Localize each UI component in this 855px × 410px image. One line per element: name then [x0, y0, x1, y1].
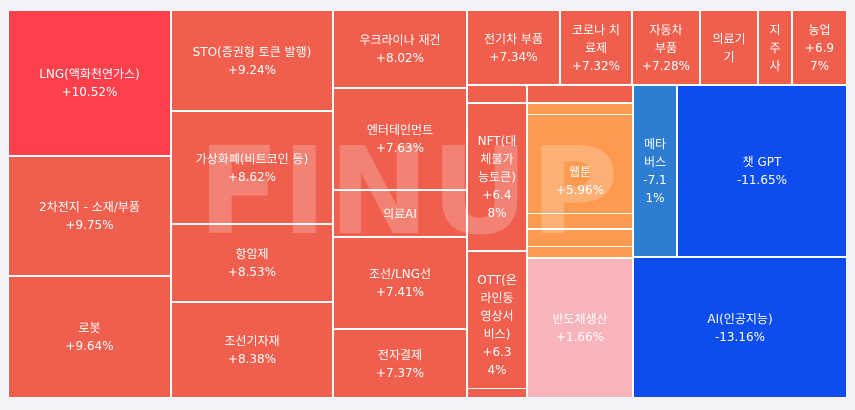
tile-2차전지-소재-부품[interactable]: 2차전지 - 소재/부품 +9.75% — [8, 156, 171, 276]
tile-change: -7.1 1% — [643, 173, 667, 205]
tile-unlabeled[interactable] — [467, 85, 527, 103]
tile-메타버스[interactable]: 메타 버스 -7.1 1% — [633, 85, 677, 257]
tile-로봇[interactable]: 로봇 +9.64% — [8, 276, 171, 398]
tile-가상화폐-비트코인-등[interactable]: 가상화폐(비트코인 등) +8.62% — [171, 111, 333, 224]
tile-반도체생산[interactable]: 반도체생산 +1.66% — [527, 258, 633, 398]
tile-change: +9.75% — [65, 218, 114, 232]
tile-change: +6.4 8% — [482, 188, 512, 220]
tile-label: 챗 GPT — [742, 155, 782, 169]
tile-조선-lng선[interactable]: 조선/LNG선 +7.41% — [333, 237, 467, 329]
tile-label: 웹툰 — [568, 164, 592, 179]
tile-label: 코로나 치 료제 — [572, 22, 620, 55]
tile-lng-액화천연가스[interactable]: LNG(액화천연가스) +10.52% — [8, 10, 171, 156]
tile-챗-gpt[interactable]: 챗 GPT -11.65% — [677, 85, 847, 257]
tile-자동차-부품[interactable]: 자동차 부품 +7.28% — [632, 10, 700, 85]
tile-의료기기[interactable]: 의료기 기 — [700, 10, 758, 85]
tile-unlabeled[interactable] — [467, 388, 527, 398]
tile-label: 항암제 — [235, 247, 269, 261]
tile-label: 우크라이나 재건 — [359, 33, 441, 47]
tile-조선기자재[interactable]: 조선기자재 +8.38% — [171, 302, 333, 398]
tile-unlabeled[interactable] — [527, 103, 633, 115]
tile-전자결제[interactable]: 전자결제 +7.37% — [333, 329, 467, 398]
tile-change: +1.66% — [555, 330, 605, 344]
tile-change: -11.65% — [736, 173, 788, 187]
tile-change: +6.9 7% — [804, 40, 835, 73]
tile-change: +5.96% — [555, 182, 605, 197]
tile-label: 2차전지 - 소재/부품 — [39, 200, 140, 214]
tile-항암제[interactable]: 항암제 +8.53% — [171, 224, 333, 302]
tile-코로나-치료제[interactable]: 코로나 치 료제 +7.32% — [560, 10, 632, 85]
tile-ai-인공지능[interactable]: AI(인공지능) -13.16% — [633, 257, 847, 398]
tile-label: 의료AI — [383, 206, 417, 221]
tile-label: 엔터테인먼트 — [366, 123, 434, 137]
tile-ott-온라인동영상서비스[interactable]: OTT(온 라인동 영상서 비스) +6.3 4% — [467, 251, 527, 398]
tile-change: +7.41% — [375, 285, 425, 299]
tile-농업[interactable]: 농업 +6.9 7% — [792, 10, 847, 85]
tile-label: NFT(대 체불가 능토큰) — [477, 134, 517, 184]
tile-label: OTT(온 라인동 영상서 비스) — [477, 272, 517, 341]
tile-전기차-부품[interactable]: 전기차 부품 +7.34% — [467, 10, 560, 85]
tile-label: AI(인공지능) — [707, 311, 773, 326]
tile-label: 가상화폐(비트코인 등) — [195, 151, 309, 166]
tile-label: 메타 버스 — [643, 137, 667, 169]
tile-change: +8.62% — [227, 169, 277, 184]
tile-change: +10.52% — [61, 85, 118, 99]
tile-change: +7.32% — [571, 58, 621, 73]
tile-change: +7.28% — [641, 58, 691, 73]
tile-nft-대체불가능토큰[interactable]: NFT(대 체불가 능토큰) +6.4 8% — [467, 103, 527, 251]
tile-change: +9.64% — [65, 339, 114, 353]
tile-label: 전기차 부품 — [483, 31, 543, 46]
tile-label: 자동차 부품 — [649, 22, 683, 55]
tile-label: LNG(액화천연가스) — [39, 67, 140, 81]
tile-unlabeled[interactable] — [527, 229, 633, 247]
tile-label: 반도체생산 — [552, 312, 608, 326]
tile-label: 지 주 사 — [769, 22, 781, 73]
tile-label: 전자결제 — [377, 347, 423, 362]
tile-change: +6.3 4% — [482, 344, 512, 377]
tile-label: 조선기자재 — [224, 334, 280, 348]
tile-우크라이나-재건[interactable]: 우크라이나 재건 +8.02% — [333, 10, 467, 88]
tile-의료ai[interactable]: 의료AI — [333, 190, 467, 237]
tile-label: 조선/LNG선 — [368, 267, 432, 281]
tile-unlabeled[interactable] — [527, 85, 633, 103]
tile-change: -13.16% — [714, 329, 766, 344]
tile-unlabeled[interactable] — [527, 213, 633, 229]
tile-change: +9.24% — [227, 62, 277, 77]
tile-label: 의료기 기 — [712, 31, 746, 64]
tile-label: STO(증권형 토큰 발행) — [192, 44, 312, 59]
tile-change: +7.63% — [375, 141, 425, 155]
tile-지주사[interactable]: 지 주 사 — [758, 10, 792, 85]
tile-change: +7.37% — [375, 365, 425, 380]
tile-sto-증권형-토큰-발행[interactable]: STO(증권형 토큰 발행) +9.24% — [171, 10, 333, 111]
tile-label: 로봇 — [78, 321, 101, 335]
tile-change: +8.02% — [375, 51, 425, 65]
tile-change: +7.34% — [489, 49, 538, 64]
tile-label: 농업 — [808, 22, 831, 37]
tile-change: +8.38% — [227, 352, 277, 366]
tile-change: +8.53% — [227, 265, 277, 279]
tile-엔터테인먼트[interactable]: 엔터테인먼트 +7.63% — [333, 88, 467, 190]
